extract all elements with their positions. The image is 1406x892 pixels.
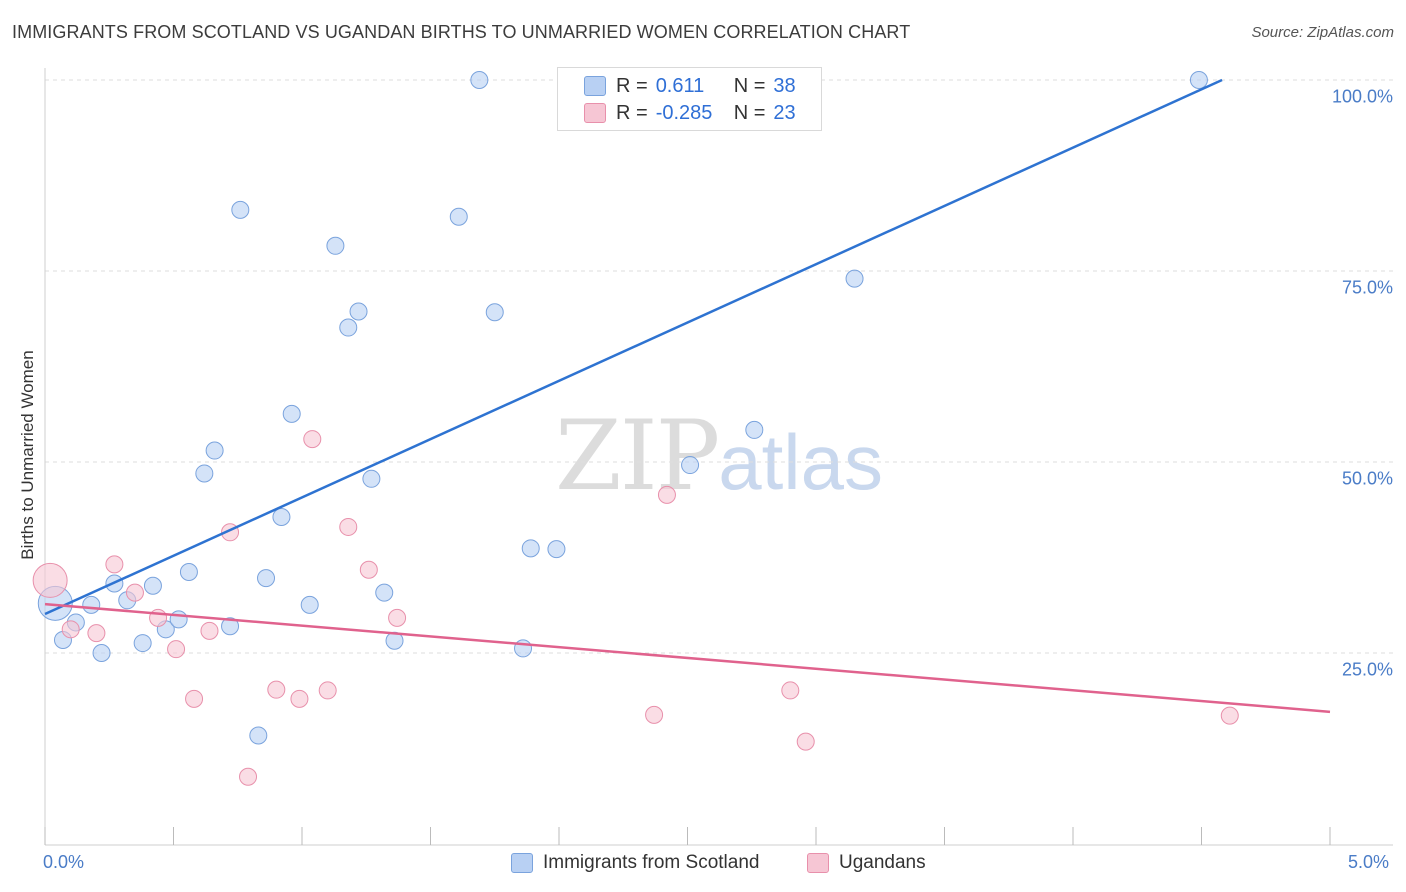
ugandan-point [303,430,322,449]
legend-swatch-blue [584,76,606,96]
scotland-point [195,464,214,483]
scotland-point [362,469,381,488]
scotland-point [179,563,198,582]
ugandan-point [645,705,664,724]
scotland-point [681,456,700,475]
chart-title: IMMIGRANTS FROM SCOTLAND VS UGANDAN BIRT… [12,22,911,42]
ugandan-point [239,767,258,786]
ugandan-point [781,681,800,700]
y-tick-label: 100.0% [1331,86,1393,107]
scotland-point [745,420,764,439]
scotland-point [326,236,345,255]
scotland-point [221,617,240,636]
axes [44,68,1393,846]
source-credit: Source: ZipAtlas.com [1251,24,1394,41]
legend-item-ugandans: Ugandans [807,852,926,874]
stats-legend: R = 0.611 N = 38 R = -0.285 N = 23 [557,67,822,131]
legend-label: Ugandans [839,852,926,873]
n-value: 23 [773,101,796,124]
scotland-point [282,404,301,423]
scotland-point [249,726,268,745]
ugandan-point [105,555,124,574]
data-points [32,71,1239,786]
ugandan-point [796,732,815,751]
r-label: R = [616,101,648,124]
ugandan-point [125,583,144,602]
scotland-point [485,303,504,322]
ugandan-point [1220,706,1239,725]
ugandan-point [267,680,286,699]
scotland-point [82,595,101,614]
series-legend: Immigrants from Scotland Ugandans [0,852,1406,878]
scotland-point [143,576,162,595]
scotland-point [231,200,250,219]
x-tick-label: 5.0% [1348,852,1390,872]
y-axis-label: Births to Unmarried Women [18,350,37,560]
scotland-point [257,569,276,588]
y-tick-label: 75.0% [1341,277,1393,298]
scotland-point [272,508,291,527]
ugandan-point [290,689,309,708]
scotland-point [169,610,188,629]
y-tick-label: 25.0% [1341,659,1393,680]
legend-swatch-pink [584,103,606,123]
ugandan-point [359,560,378,579]
n-label: N = [733,74,766,97]
legend-item-scotland: Immigrants from Scotland [511,852,759,874]
r-label: R = [616,74,648,97]
scotland-trend-line [44,78,1223,616]
ugandan-point [167,640,186,659]
scotland-point [521,539,540,558]
scotland-point [205,441,224,460]
ugandan-point [388,608,407,627]
legend-swatch-blue [511,853,533,873]
y-tick-label: 50.0% [1341,468,1393,489]
scotland-point [470,71,489,89]
r-value: 0.611 [655,74,705,97]
legend-row-ugandans: R = -0.285 N = 23 [584,100,796,126]
scotland-point [300,595,319,614]
scotland-point [1189,71,1208,89]
ugandan-point [200,621,219,640]
ugandan-point [61,620,80,639]
legend-row-scotland: R = 0.611 N = 38 [584,73,796,99]
ugandan-point [185,689,204,708]
ugandan-point [657,485,676,504]
legend-swatch-pink [807,853,829,873]
scotland-point [339,318,358,337]
trend-lines [44,78,1331,714]
ugandan-trend-line [44,602,1331,714]
n-value: 38 [773,74,796,97]
scotland-point [449,207,468,226]
ugandan-point [87,624,106,643]
watermark-zip: ZIP [555,400,720,512]
legend-label: Immigrants from Scotland [543,852,760,873]
ugandan-point [339,517,358,536]
scotland-point [92,644,111,662]
ugandan-point [32,562,68,598]
scotland-point [845,269,864,288]
scotland-point [349,302,368,321]
x-tick-label: 0.0% [43,852,85,872]
scotland-point [133,634,152,653]
scotland-point [547,540,566,559]
ugandan-point [318,681,337,700]
r-value: -0.285 [655,101,713,124]
n-label: N = [733,101,766,124]
scotland-point [375,583,394,602]
grid-lines [45,79,1393,654]
